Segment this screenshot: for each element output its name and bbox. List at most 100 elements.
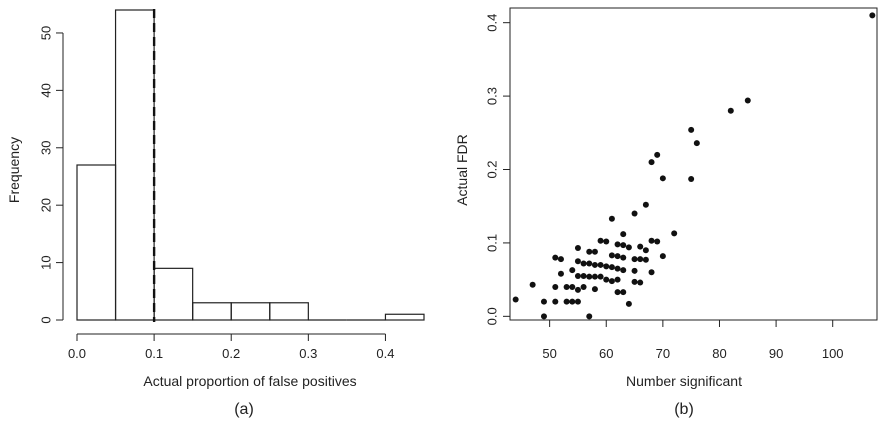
scatter-point [637, 244, 643, 250]
panel-label-a: (a) [234, 401, 254, 418]
histogram-bar [231, 303, 270, 320]
plot-frame [510, 8, 877, 320]
scatter-point [615, 253, 621, 259]
scatter-point [592, 249, 598, 255]
scatter-point [603, 277, 609, 283]
x-tick-label: 0.4 [376, 346, 394, 361]
x-tick-label: 80 [712, 346, 726, 361]
histogram-bar [116, 10, 155, 320]
x-tick-label: 60 [599, 346, 613, 361]
panel-label-b: (b) [674, 401, 694, 418]
y-tick-label: 0 [39, 316, 54, 323]
scatter-point [513, 296, 519, 302]
scatter-point [558, 256, 564, 262]
x-tick-label: 50 [542, 346, 556, 361]
scatter-panel: 50 60 70 80 90 100 0.0 0.1 0.2 0.3 0.4 Number signi… [454, 8, 877, 418]
scatter-point [615, 289, 621, 295]
scatter-point [615, 266, 621, 272]
x-tick-label: 0.2 [222, 346, 240, 361]
scatter-point [643, 247, 649, 253]
scatter-point [598, 262, 604, 268]
scatter-point [592, 262, 598, 268]
scatter-point [569, 299, 575, 305]
scatter-point [530, 282, 536, 288]
y-tick-label: 0.0 [485, 307, 500, 325]
scatter-point [598, 274, 604, 280]
scatter-point [581, 260, 587, 266]
x-tick-label: 100 [822, 346, 844, 361]
scatter-point [575, 258, 581, 264]
scatter-point [643, 257, 649, 263]
scatter-point [603, 263, 609, 269]
scatter-point [575, 273, 581, 279]
scatter-point [745, 97, 751, 103]
x-tick-label: 90 [769, 346, 783, 361]
histogram-bar [385, 314, 424, 320]
scatter-point [586, 313, 592, 319]
scatter-point [592, 286, 598, 292]
y-tick-label: 0.1 [485, 234, 500, 252]
scatter-point [541, 299, 547, 305]
scatter-point [575, 287, 581, 293]
x-tick-label: 0.3 [299, 346, 317, 361]
histogram-bar [193, 303, 232, 320]
scatter-point [586, 249, 592, 255]
scatter-point [575, 299, 581, 305]
scatter-point [609, 264, 615, 270]
histogram-bar [77, 165, 116, 320]
histogram-bar [154, 268, 193, 320]
scatter-point [569, 267, 575, 273]
scatter-point [541, 313, 547, 319]
x-axis-label: Actual proportion of false positives [143, 373, 356, 389]
scatter-point [649, 159, 655, 165]
y-tick-label: 30 [39, 141, 54, 155]
scatter-point [564, 284, 570, 290]
scatter-point [564, 299, 570, 305]
scatter-point [637, 280, 643, 286]
scatter-point [552, 284, 558, 290]
scatter-point [688, 127, 694, 133]
y-tick-label: 0.2 [485, 160, 500, 178]
scatter-point [620, 242, 626, 248]
scatter-point [626, 301, 632, 307]
y-tick-label: 40 [39, 83, 54, 97]
y-tick-label: 50 [39, 26, 54, 40]
scatter-point [592, 274, 598, 280]
scatter-point [688, 176, 694, 182]
scatter-point [649, 238, 655, 244]
scatter-point [615, 241, 621, 247]
y-tick-label: 0.4 [485, 14, 500, 32]
x-tick-label: 0.1 [145, 346, 163, 361]
scatter-point [575, 245, 581, 251]
scatter-point [558, 271, 564, 277]
scatter-point [869, 12, 875, 18]
scatter-point [649, 269, 655, 275]
scatter-point [632, 211, 638, 217]
scatter-point [620, 255, 626, 261]
scatter-point [671, 230, 677, 236]
scatter-point [632, 256, 638, 262]
scatter-point [620, 231, 626, 237]
scatter-point [660, 175, 666, 181]
y-axis-label: Actual FDR [454, 134, 470, 206]
scatter-point [552, 299, 558, 305]
x-axis-label: Number significant [626, 373, 742, 389]
scatter-point [586, 274, 592, 280]
x-tick-label: 70 [656, 346, 670, 361]
scatter-point [552, 255, 558, 261]
scatter-point [694, 140, 700, 146]
scatter-point [615, 277, 621, 283]
y-tick-label: 0.3 [485, 87, 500, 105]
scatter-point [581, 284, 587, 290]
scatter-point [620, 289, 626, 295]
scatter-point [586, 260, 592, 266]
scatter-point [654, 238, 660, 244]
scatter-point [603, 238, 609, 244]
scatter-point [569, 284, 575, 290]
scatter-point [598, 238, 604, 244]
scatter-point [620, 267, 626, 273]
y-tick-label: 20 [39, 198, 54, 212]
scatter-point [660, 253, 666, 259]
scatter-point [654, 152, 660, 158]
